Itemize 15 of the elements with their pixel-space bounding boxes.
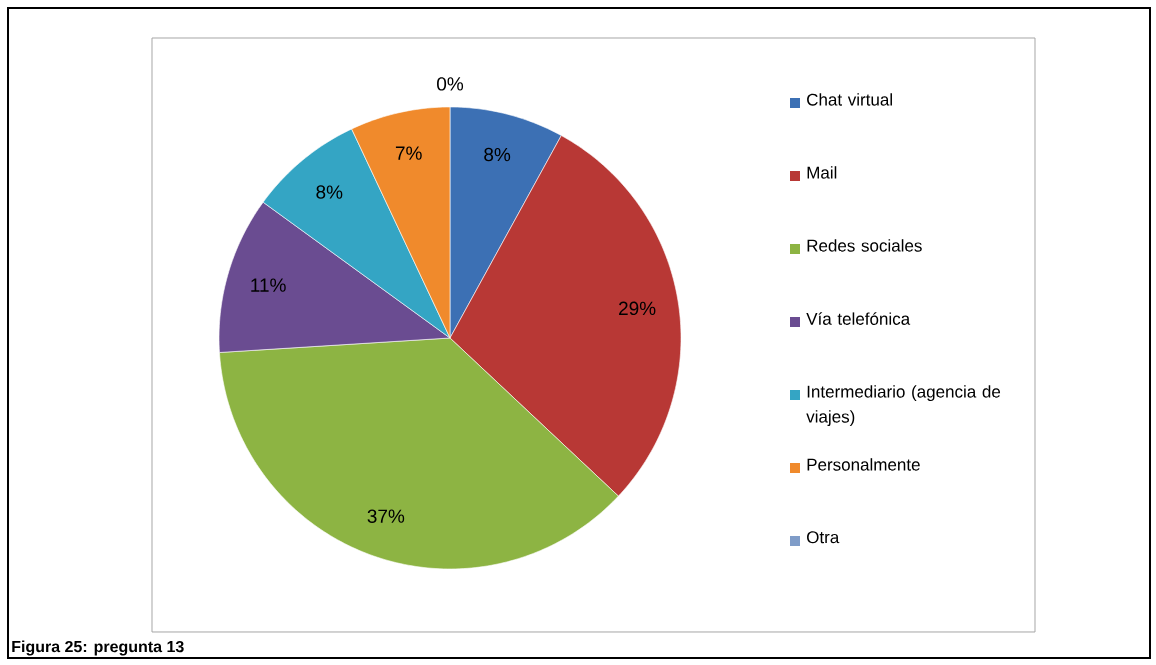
legend-label: Redes sociales [807,239,922,252]
legend-label: Vía telefónica [806,312,911,325]
data-label: 11% [251,278,286,292]
data-label: 37% [367,509,405,523]
text: 0% [437,77,464,91]
data-label: 29% [619,301,656,316]
legend-label: Chat virtual [807,93,892,106]
data-label: 7% [395,146,422,160]
data-label: 8% [484,147,511,162]
legend-label: Mail [807,166,837,179]
legend-label: Intermediario (agencia de viajes) [806,385,1001,427]
data-label: 8% [316,185,343,199]
legend-label: Personalmente [807,458,920,471]
text: Figura 25: pregunta 13 [12,640,184,656]
legend-label: Otra [807,531,840,544]
